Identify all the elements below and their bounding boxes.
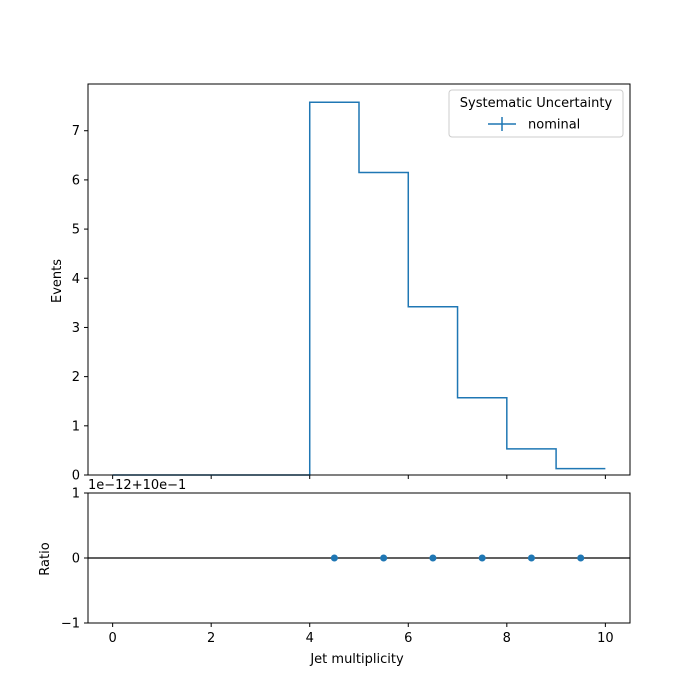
ratio-axes-frame [87,492,631,624]
ratio-point [380,554,388,562]
ratio-xtick-label: 0 [108,631,116,646]
ratio-xtick-label: 8 [503,631,511,646]
ratio-point [429,554,437,562]
ratio-ytick-label: 0 [72,552,80,567]
ratio-offset-label: 1e−12+10e−1 [88,478,186,493]
main-ytick-label: 6 [72,173,80,188]
main-ytick-label: 4 [72,272,80,287]
main-ytick-label: 3 [72,321,80,336]
ratio-point [478,554,486,562]
ratio-xtick-label: 6 [404,631,412,646]
main-axes-frame [87,83,631,476]
main-ytick-label: 5 [72,223,80,238]
main-panel: 0 1 2 3 4 5 6 7 Events Systematic Uncertainty n… [50,83,631,484]
ratio-ytick-label: 1 [72,487,80,502]
legend: Systematic Uncertainty nominal [448,89,624,138]
ratio-ytick-label: −1 [61,617,80,632]
main-ytick-label: 1 [72,419,80,434]
legend-title: Systematic Uncertainty [460,96,613,111]
legend-frame [448,89,624,138]
ratio-xtick-label: 2 [207,631,215,646]
main-ylabel: Events [50,259,65,303]
ratio-point [577,554,585,562]
ratio-point [330,554,338,562]
ratio-xtick-label: 4 [306,631,314,646]
x-axis-label: Jet multiplicity [309,652,404,667]
main-ytick-label: 2 [72,370,80,385]
main-ytick-label: 0 [72,469,80,484]
ratio-ylabel: Ratio [38,542,53,575]
ratio-xtick-label: 10 [597,631,614,646]
ratio-point [527,554,535,562]
main-ytick-label: 7 [72,124,80,139]
legend-entry-label: nominal [528,118,580,133]
